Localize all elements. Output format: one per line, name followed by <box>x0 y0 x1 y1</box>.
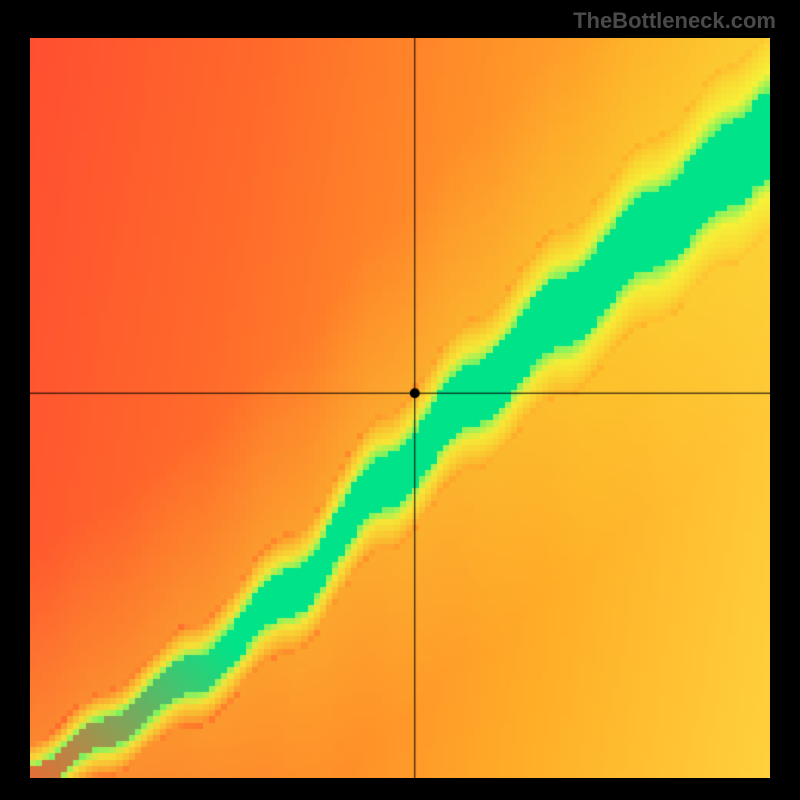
watermark-text: TheBottleneck.com <box>573 8 776 34</box>
heatmap-chart <box>30 38 770 778</box>
heatmap-canvas <box>30 38 770 778</box>
